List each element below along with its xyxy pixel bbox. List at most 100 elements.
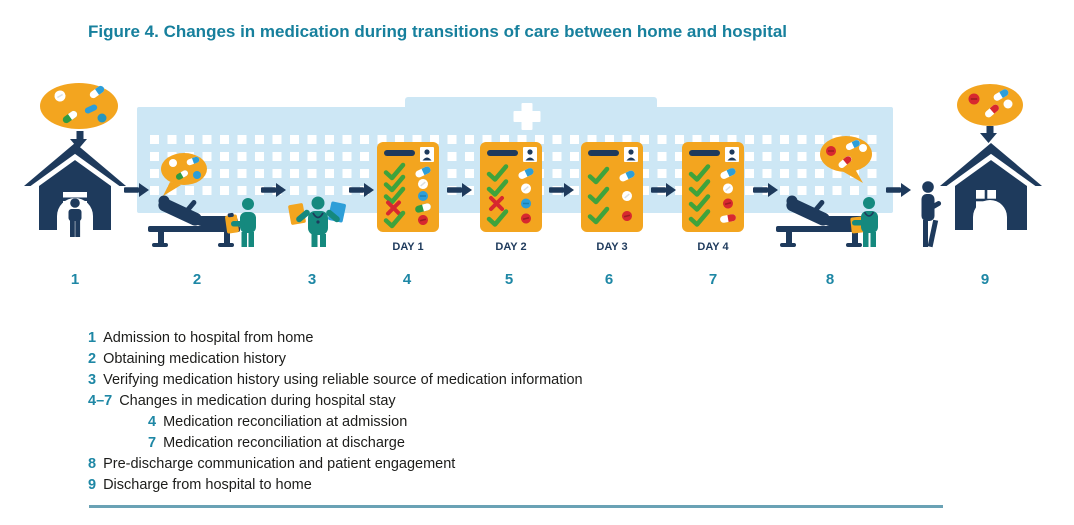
capsule-blue-icon bbox=[720, 168, 736, 179]
medication-chart: DAY 1 bbox=[377, 142, 439, 253]
legend-number: 9 bbox=[88, 477, 97, 493]
check-icon bbox=[383, 162, 406, 181]
step-number: 3 bbox=[308, 271, 316, 288]
legend-number: 4 bbox=[148, 414, 157, 430]
step-number: 1 bbox=[71, 271, 79, 288]
tablet-red-icon bbox=[418, 215, 428, 225]
step9-home bbox=[921, 84, 1042, 248]
step1-home bbox=[24, 83, 126, 237]
clinician-icon bbox=[850, 197, 878, 247]
tablet-blue-icon bbox=[97, 113, 107, 123]
chart-title-bar bbox=[588, 150, 619, 156]
tablet-white-icon bbox=[54, 90, 66, 102]
patient-bed-step8-slot bbox=[776, 195, 868, 247]
clinician-icon bbox=[296, 196, 340, 247]
arrow-right-icon bbox=[124, 183, 149, 197]
legend-text: Admission to hospital from home bbox=[103, 330, 314, 346]
capsule-blue-icon bbox=[518, 168, 534, 179]
check-icon bbox=[688, 164, 711, 182]
legend-number: 8 bbox=[88, 456, 97, 472]
step-number: 4 bbox=[403, 271, 412, 288]
flow-arrows bbox=[124, 183, 911, 197]
step-number: 6 bbox=[605, 271, 613, 288]
check-icon bbox=[486, 179, 509, 197]
capsule-green-icon bbox=[415, 203, 431, 213]
doorway-icon bbox=[973, 200, 1007, 230]
arrow-right-icon bbox=[753, 183, 778, 197]
tablet-red-icon bbox=[968, 93, 980, 105]
check-icon bbox=[587, 186, 610, 205]
step-number: 8 bbox=[826, 271, 834, 288]
medication-bubble-icon bbox=[820, 136, 872, 183]
cross-icon bbox=[489, 196, 504, 211]
chart-title-bar bbox=[487, 150, 518, 156]
arrow-right-icon bbox=[349, 183, 374, 197]
day-label: DAY 2 bbox=[495, 241, 526, 253]
legend-item: 4 Medication reconciliation at admission bbox=[88, 414, 583, 430]
house-icon bbox=[24, 143, 126, 237]
medication-chart: DAY 3 bbox=[581, 142, 643, 253]
arrow-right-icon bbox=[549, 183, 574, 197]
medication-chart: DAY 4 bbox=[682, 142, 744, 253]
medication-bubble-icon bbox=[957, 84, 1023, 126]
stethoscope-icon bbox=[312, 212, 324, 219]
capsule-blue-icon bbox=[619, 170, 635, 182]
arrow-down-icon bbox=[980, 126, 997, 143]
capsule-red-icon bbox=[838, 156, 852, 169]
check-icon bbox=[587, 166, 610, 185]
tablet-blue-icon bbox=[193, 171, 201, 179]
day-label: DAY 1 bbox=[392, 241, 423, 253]
capsule-blue-icon bbox=[84, 104, 98, 114]
hospital-cross-icon bbox=[513, 111, 541, 122]
arrow-right-icon bbox=[886, 183, 911, 197]
tablet-red-icon bbox=[622, 211, 632, 221]
clinician-icon bbox=[225, 198, 256, 247]
arrow-right-icon bbox=[261, 183, 286, 197]
tablet-white-icon bbox=[169, 159, 177, 167]
tablet-red-icon bbox=[521, 213, 531, 224]
cross-icon bbox=[386, 200, 401, 216]
check-icon bbox=[688, 209, 711, 227]
legend-text: Pre-discharge communication and patient … bbox=[103, 456, 456, 472]
person-icon bbox=[68, 198, 82, 237]
step3-verify bbox=[288, 196, 346, 247]
care-transition-diagram: DAY 1 DAY 2 DAY 3 DAY 4 bbox=[24, 83, 1042, 288]
legend-text: Obtaining medication history bbox=[103, 351, 287, 367]
legend: 1 Admission to hospital from home 2 Obtain… bbox=[88, 330, 583, 498]
hospital-windows bbox=[150, 135, 877, 195]
arrow-right-icon bbox=[651, 183, 676, 197]
legend-number: 2 bbox=[88, 351, 97, 367]
check-icon bbox=[587, 206, 610, 225]
check-icon bbox=[383, 210, 406, 229]
legend-item: 3 Verifying medication history using reli… bbox=[88, 372, 583, 388]
patient-bed-icon bbox=[776, 195, 868, 247]
arrow-down-icon bbox=[70, 131, 87, 149]
legend-text: Discharge from hospital to home bbox=[103, 477, 312, 493]
legend-number: 1 bbox=[88, 330, 97, 346]
step-number: 2 bbox=[193, 271, 201, 288]
person-icon bbox=[921, 181, 942, 248]
legend-text: Changes in medication during hospital st… bbox=[119, 393, 396, 409]
legend-number: 7 bbox=[148, 435, 157, 451]
capsule-blue-icon bbox=[845, 139, 861, 151]
tablet-white-icon bbox=[859, 144, 867, 152]
legend-item: 7 Medication reconciliation at discharge bbox=[88, 435, 583, 451]
patient-bed-icon bbox=[148, 195, 240, 247]
capsule-blue-icon bbox=[89, 85, 105, 99]
medication-bubble-icon bbox=[40, 83, 118, 129]
tablet-blue-icon bbox=[418, 191, 428, 201]
check-icon bbox=[486, 209, 509, 227]
legend-text: Medication reconciliation at discharge bbox=[163, 435, 405, 451]
check-icon bbox=[688, 179, 711, 197]
figure-divider bbox=[89, 505, 943, 508]
arrow-right-icon bbox=[447, 183, 472, 197]
figure-title: Figure 4. Changes in medication during t… bbox=[88, 22, 787, 41]
legend-item: 1 Admission to hospital from home bbox=[88, 330, 583, 346]
legend-item: 9 Discharge from hospital to home bbox=[88, 477, 583, 493]
capsule-red-icon bbox=[985, 104, 999, 118]
day-label: DAY 3 bbox=[596, 241, 627, 253]
step-number: 7 bbox=[709, 271, 717, 288]
chart-title-bar bbox=[689, 150, 720, 156]
legend-item: 2 Obtaining medication history bbox=[88, 351, 583, 367]
